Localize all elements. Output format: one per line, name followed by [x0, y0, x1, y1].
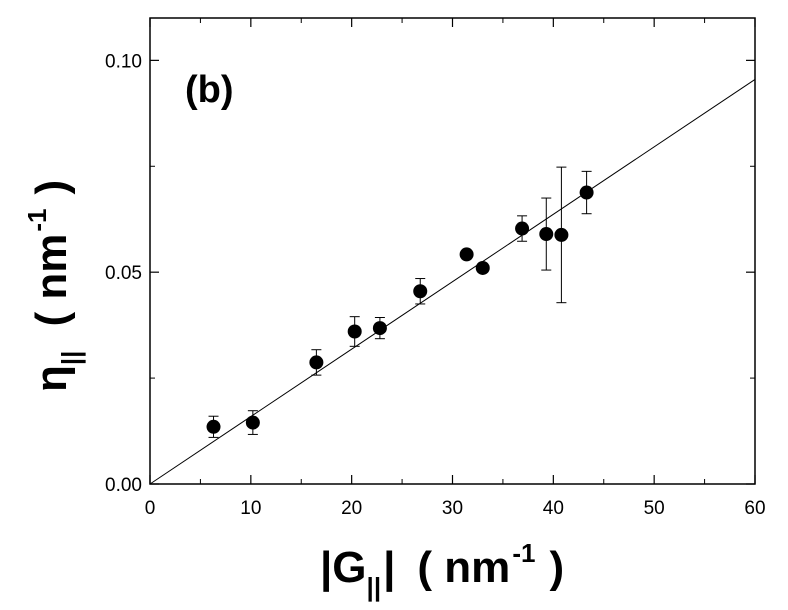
y-axis-title: η|| ( nm-1)	[22, 180, 86, 392]
x-axis-title-close: |	[383, 543, 395, 593]
x-tick-label: 60	[744, 498, 765, 519]
x-tick-label: 30	[442, 498, 463, 519]
fit-line-group	[149, 79, 756, 485]
data-point	[475, 260, 490, 275]
y-axis-title-unit-exp: -1	[22, 209, 52, 232]
x-axis-tick-labels: 0 10 20 30 40 50 60	[145, 498, 766, 519]
x-axis-title-unit-exp: -1	[512, 538, 535, 568]
y-axis-title-symbol: η	[27, 365, 76, 392]
data-points	[206, 166, 594, 438]
data-point	[347, 324, 362, 339]
data-point	[515, 221, 530, 236]
y-axis-ticks	[150, 59, 755, 485]
data-point	[579, 185, 594, 200]
x-axis-ticks	[149, 18, 756, 484]
plot-frame	[149, 17, 756, 485]
y-tick-label: 0.00	[105, 475, 142, 496]
x-tick-label: 10	[240, 498, 261, 519]
y-tick-label: 0.05	[105, 263, 142, 284]
x-tick-label: 20	[341, 498, 362, 519]
data-point	[372, 321, 387, 336]
x-tick-label: 0	[145, 498, 156, 519]
y-axis-title-unit: ( nm	[27, 234, 76, 327]
data-point	[459, 247, 474, 262]
x-axis-title-unit: ( nm	[417, 543, 510, 592]
panel-label: (b)	[185, 69, 234, 111]
y-axis-tick-labels: 0.00 0.05 0.10	[105, 51, 142, 496]
data-point	[206, 419, 221, 434]
x-axis-title-open: |G	[320, 543, 367, 593]
y-axis-title-subscript: ||	[56, 351, 86, 366]
data-point	[539, 227, 554, 242]
x-tick-label: 50	[644, 498, 665, 519]
y-axis-title-unit-close: )	[27, 180, 76, 195]
x-axis-title: |G|||( nm-1)	[320, 538, 564, 602]
x-axis-title-subscript: ||	[367, 572, 382, 602]
data-point	[413, 284, 428, 299]
data-point	[245, 415, 260, 430]
data-point	[554, 227, 569, 242]
y-tick-label: 0.10	[105, 51, 142, 72]
data-point	[309, 355, 324, 370]
x-tick-label: 40	[543, 498, 564, 519]
x-axis-title-unit-close: )	[549, 543, 564, 592]
fit-line	[149, 79, 756, 485]
